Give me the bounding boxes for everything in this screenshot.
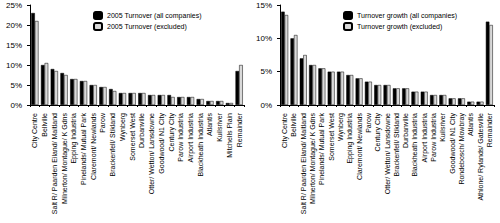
svg-text:Durbanville: Durbanville	[402, 113, 409, 148]
svg-text:Epping Industria: Epping Industria	[70, 113, 78, 164]
svg-text:Somerset West: Somerset West	[129, 113, 136, 161]
svg-text:Kuilsriver: Kuilsriver	[439, 112, 446, 141]
svg-text:20%: 20%	[6, 21, 22, 30]
svg-text:Wynberg: Wynberg	[119, 113, 127, 141]
svg-text:Goodwood/ N1 City: Goodwood/ N1 City	[158, 113, 166, 174]
svg-text:Blackheath Industria: Blackheath Industria	[197, 113, 204, 177]
svg-text:Milnerton/ Montague/ K Gdns: Milnerton/ Montague/ K Gdns	[61, 113, 69, 205]
svg-text:Milnerton/ Montague/ K Gdns: Milnerton/ Montague/ K Gdns	[309, 113, 317, 205]
svg-text:Pinelands/ Mutual Park: Pinelands/ Mutual Park	[318, 113, 325, 185]
svg-text:Turnover growth (excluded): Turnover growth (excluded)	[357, 23, 442, 31]
svg-text:Remainder: Remainder	[486, 112, 493, 147]
svg-text:Salt R/ Paarden Eiland/ Maitla: Salt R/ Paarden Eiland/ Maitland	[51, 113, 58, 214]
svg-text:0%: 0%	[10, 101, 22, 110]
svg-text:Parow: Parow	[365, 112, 372, 133]
svg-text:Wynberg: Wynberg	[337, 113, 345, 141]
svg-text:15%: 15%	[6, 41, 22, 50]
svg-text:Century City: Century City	[374, 113, 382, 152]
svg-text:Salt R/ Paarden Eiland/ Maitla: Salt R/ Paarden Eiland/ Maitland	[300, 113, 307, 214]
svg-text:Claremont/ Newlands: Claremont/ Newlands	[356, 113, 363, 180]
svg-text:Pinelands/ Mutual Park: Pinelands/ Mutual Park	[80, 113, 87, 185]
svg-text:Mitchells Plain: Mitchells Plain	[226, 113, 233, 158]
svg-text:Turnover growth (all companies: Turnover growth (all companies)	[357, 12, 457, 20]
svg-text:25%: 25%	[6, 1, 22, 10]
svg-text:City Centre: City Centre	[31, 113, 39, 148]
svg-text:Remainder: Remainder	[236, 112, 243, 147]
svg-text:Airport Industria: Airport Industria	[421, 113, 429, 163]
svg-text:5%: 5%	[10, 81, 22, 90]
svg-text:2005 Turnover (excluded): 2005 Turnover (excluded)	[107, 23, 187, 31]
svg-text:Epping Industria: Epping Industria	[346, 113, 354, 164]
svg-text:City Centre: City Centre	[281, 113, 289, 148]
svg-text:Atlantis: Atlantis	[467, 113, 474, 136]
svg-text:Brackenfell/ Stikland: Brackenfell/ Stikland	[393, 113, 400, 177]
svg-text:Century City: Century City	[168, 113, 176, 152]
svg-text:Parow Industria: Parow Industria	[430, 113, 437, 162]
svg-text:2005 Turnover (all companies): 2005 Turnover (all companies)	[107, 12, 202, 20]
svg-text:Bellville: Bellville	[41, 113, 48, 137]
svg-text:Otter/ Wetton/ Lansdowne: Otter/ Wetton/ Lansdowne	[148, 113, 155, 194]
svg-text:Athlone/ Rylands/ Gatesville: Athlone/ Rylands/ Gatesville	[477, 113, 485, 201]
svg-text:Bellville: Bellville	[290, 113, 297, 137]
svg-text:Otter/ Wetton/ Lansdowne: Otter/ Wetton/ Lansdowne	[384, 113, 391, 194]
svg-text:Airport Industria: Airport Industria	[187, 113, 195, 163]
svg-text:Claremont/ Newlands: Claremont/ Newlands	[90, 113, 97, 180]
svg-text:Atlantis: Atlantis	[206, 113, 213, 136]
svg-text:10%: 10%	[6, 61, 22, 70]
svg-text:Kuilsriver: Kuilsriver	[216, 112, 223, 141]
svg-text:Goodwood/ N1 City: Goodwood/ N1 City	[449, 113, 457, 174]
svg-text:Rondebosch/ Mowbray: Rondebosch/ Mowbray	[458, 113, 466, 185]
svg-text:Parow Industria: Parow Industria	[177, 113, 184, 162]
svg-text:15%: 15%	[256, 1, 272, 10]
svg-text:Parow: Parow	[99, 112, 106, 133]
svg-text:5%: 5%	[260, 67, 272, 76]
svg-text:Somerset West: Somerset West	[328, 113, 335, 161]
svg-text:Blackheath Industria: Blackheath Industria	[411, 113, 418, 177]
svg-text:Brackenfell/ Stikland: Brackenfell/ Stikland	[109, 113, 116, 177]
svg-text:Durbanville: Durbanville	[138, 113, 145, 148]
svg-text:0%: 0%	[260, 101, 272, 110]
svg-text:10%: 10%	[256, 34, 272, 43]
